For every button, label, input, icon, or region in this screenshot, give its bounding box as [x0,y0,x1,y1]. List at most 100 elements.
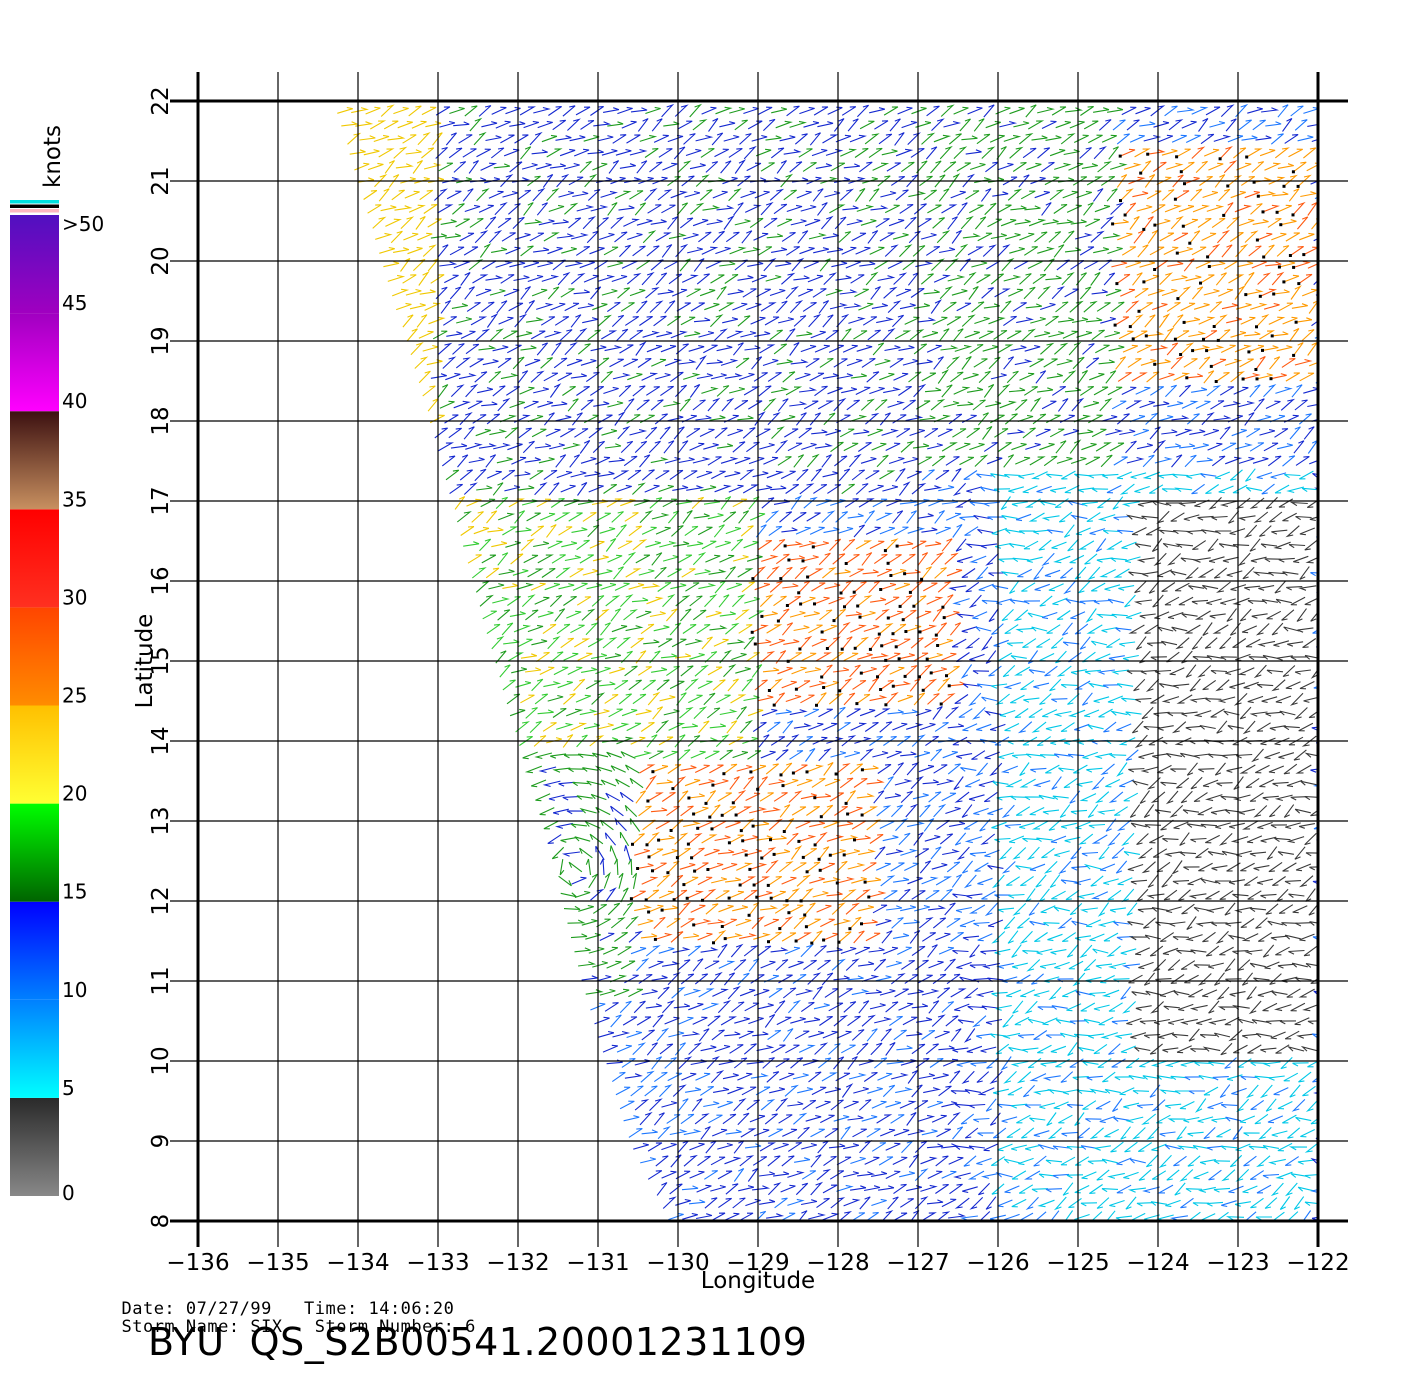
wind-vector [987,516,1004,521]
wind-vector [755,1086,771,1096]
wind-vector [1100,316,1116,324]
wind-vector [1129,216,1140,230]
wind-vector [1133,230,1145,244]
wind-vector [726,582,742,591]
wind-vector [677,1140,689,1154]
wind-vector [818,708,833,718]
wind-vector [1051,386,1067,396]
wind-vector [403,232,419,241]
wind-vector [565,261,584,268]
wind-vector [1100,975,1115,984]
wind-vector [1164,1060,1183,1068]
wind-vector [652,764,669,773]
wind-vector [683,133,696,145]
wind-vector [1076,892,1095,899]
wind-vector [503,639,520,645]
wind-vector [685,582,700,592]
wind-vector [701,540,717,550]
wind-vector [1187,1155,1201,1167]
wind-vector [1217,1006,1236,1011]
wind-vector [977,1132,994,1137]
wind-vector [1225,1116,1242,1122]
wind-vector [824,583,841,590]
wind-vector [785,541,804,547]
wind-vector [1131,527,1147,536]
wind-vector [611,511,624,523]
wind-vector [1172,936,1190,941]
wind-vector [628,930,643,943]
wind-vector [506,386,520,396]
wind-vector [687,541,704,547]
wind-vector [590,345,607,352]
wind-vector [843,1001,857,1013]
wind-vector [907,876,923,885]
wind-vector [1086,624,1103,634]
wind-vector [424,302,442,311]
wind-vector [393,106,409,115]
wind-vector [833,975,850,981]
wind-vector [1257,640,1276,647]
wind-vector [657,1126,671,1140]
wind-vector [585,680,603,690]
wind-vector [1137,244,1149,258]
wind-vector [598,471,615,477]
wind-vector [874,708,891,718]
wind-vector [752,1156,768,1166]
wind-vector [840,328,852,342]
wind-vector [624,1073,643,1079]
wind-vector [827,386,843,395]
wind-vector [1207,442,1223,451]
wind-vector [1226,862,1241,872]
wind-vector [1180,161,1195,173]
rain-flag [629,897,633,901]
wind-vector [582,568,599,576]
rain-flag [1212,325,1216,328]
wind-vector [1099,1115,1116,1124]
wind-vector [1128,936,1148,941]
wind-vector [1189,429,1206,435]
wind-vector [1101,989,1120,998]
wind-vector [1161,874,1173,888]
wind-vector [1002,1032,1021,1039]
wind-vector [794,1157,811,1163]
wind-vector [628,1128,643,1138]
wind-vector [826,834,845,842]
wind-vector [1235,442,1253,450]
wind-vector [994,894,1011,899]
wind-vector [679,398,691,412]
wind-vector [1289,692,1304,706]
wind-vector [731,652,747,661]
wind-vector [666,918,681,928]
wind-vector [592,162,608,171]
rain-flag [934,633,938,637]
wind-vector [1260,288,1278,297]
wind-vector [1113,1117,1130,1122]
wind-vector [963,271,977,286]
wind-vector [862,862,877,872]
wind-vector [677,120,693,130]
wind-vector [1017,917,1030,929]
wind-vector [1264,961,1280,970]
wind-vector [565,708,584,717]
wind-vector [1045,764,1060,774]
wind-vector [620,594,634,608]
wind-vector [425,121,442,128]
wind-vector [755,639,772,645]
wind-vector [841,483,855,495]
wind-vector [939,833,954,845]
wind-vector [882,1084,896,1098]
rain-flag [848,927,852,931]
wind-vector [811,429,828,435]
wind-vector [1037,1143,1055,1150]
wind-vector [829,538,841,552]
wind-vector [453,400,471,409]
wind-vector [623,398,635,412]
wind-vector [753,372,768,382]
wind-vector [1232,544,1250,549]
wind-vector [946,973,961,985]
wind-vector [876,568,893,577]
wind-vector [1214,174,1226,188]
wind-vector [1093,1043,1108,1055]
wind-vector [799,106,815,115]
wind-vector [1244,585,1261,591]
